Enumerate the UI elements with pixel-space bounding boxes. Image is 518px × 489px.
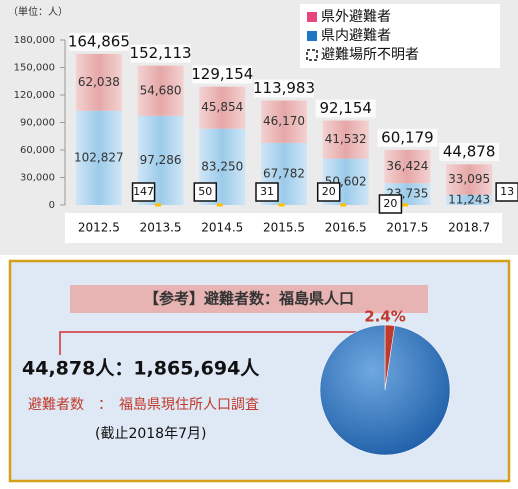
- unknown-label: 50: [198, 185, 212, 198]
- total-label: 92,154: [319, 99, 372, 117]
- data-label: 97,286: [140, 153, 182, 167]
- ratio: 44,878人：1,865,694人: [22, 358, 260, 380]
- note: (截止2018年7月): [95, 426, 206, 442]
- legend-swatch: [307, 12, 317, 22]
- y-tick-label: 30,000: [20, 173, 55, 184]
- total-label: 60,179: [381, 128, 434, 146]
- unknown-label: 20: [322, 185, 336, 198]
- legend-label: 県外避難者: [321, 9, 391, 25]
- data-label: 45,854: [201, 100, 243, 114]
- legend-label: 避難場所不明者: [321, 47, 419, 63]
- y-tick-label: 90,000: [20, 118, 55, 129]
- data-label: 33,095: [448, 172, 490, 186]
- x-tick-label: 2016.5: [325, 221, 367, 235]
- data-label: 83,250: [201, 159, 243, 173]
- x-tick-label: 2012.5: [78, 221, 120, 235]
- unknown-label: 147: [133, 185, 154, 198]
- legend-swatch: [307, 31, 317, 41]
- total-label: 164,865: [68, 32, 130, 50]
- x-tick-label: 2018.7: [448, 221, 490, 235]
- unit-label: （単位：人）: [8, 5, 68, 18]
- y-tick-label: 60,000: [20, 145, 55, 156]
- unknown-label: 20: [383, 197, 397, 210]
- caption: 避難者数 ： 福島県現住所人口調査: [28, 397, 259, 413]
- x-tick-label: 2013.5: [140, 221, 182, 235]
- unknown-label: 31: [260, 185, 274, 198]
- y-tick-label: 180,000: [14, 35, 55, 46]
- data-label: 67,782: [263, 166, 305, 180]
- data-label: 36,424: [386, 159, 428, 173]
- total-label: 152,113: [130, 44, 192, 62]
- legend-label: 県内避難者: [321, 28, 391, 44]
- y-tick-label: 0: [49, 200, 55, 211]
- x-tick-label: 2017.5: [386, 221, 428, 235]
- unknown-label: 13: [500, 185, 514, 198]
- total-label: 113,983: [253, 79, 315, 97]
- pie-label: 2.4%: [364, 308, 406, 326]
- data-label: 41,532: [325, 132, 367, 146]
- data-label: 46,170: [263, 114, 305, 128]
- y-tick-label: 120,000: [14, 90, 55, 101]
- y-tick-label: 150,000: [14, 63, 55, 74]
- x-tick-label: 2015.5: [263, 221, 305, 235]
- panel-title: 【参考】避難者数：福島県人口: [144, 290, 354, 308]
- x-tick-label: 2014.5: [201, 221, 243, 235]
- data-label: 54,680: [140, 83, 182, 97]
- pie-slice: [320, 325, 450, 455]
- data-label: 62,038: [78, 75, 120, 89]
- total-label: 129,154: [191, 65, 253, 83]
- total-label: 44,878: [443, 142, 496, 160]
- data-label: 102,827: [74, 150, 124, 164]
